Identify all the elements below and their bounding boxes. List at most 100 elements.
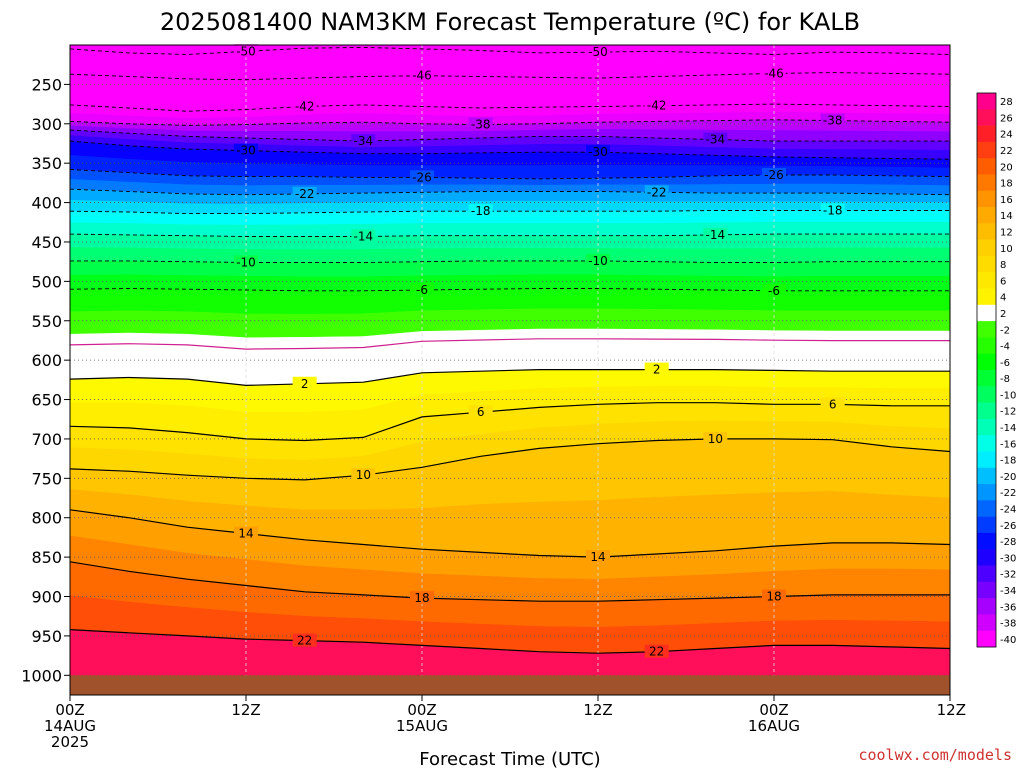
colorbar-label: 12: [1000, 228, 1013, 239]
colorbar-swatch: [977, 484, 996, 501]
contour-label-bg: [586, 253, 610, 267]
colorbar-swatch: [977, 93, 996, 110]
colorbar-label: -30: [1000, 553, 1016, 564]
contour-label: 22: [297, 634, 312, 648]
colorbar-label: -6: [1000, 358, 1010, 369]
colorbar-label: -18: [1000, 456, 1016, 467]
x-tick-label: 00Z: [759, 701, 788, 719]
contour-label-bg: [468, 204, 493, 218]
contour-label: -26: [764, 168, 784, 182]
colorbar-label: 20: [1000, 162, 1013, 173]
temperature-band: [70, 274, 950, 292]
colorbar-swatch: [977, 402, 996, 420]
colorbar-label: -16: [1000, 439, 1016, 450]
isotherm-line: [70, 509, 950, 558]
colorbar-swatch: [977, 272, 996, 289]
colorbar-swatch: [977, 516, 996, 534]
contour-label-bg: [468, 405, 493, 419]
chart-title: 2025081400 NAM3KM Forecast Temperature (…: [160, 8, 860, 36]
colorbar-swatch: [977, 223, 996, 240]
temperature-band: [70, 260, 950, 277]
colorbar-swatch: [977, 370, 996, 387]
y-tick-label: 900: [31, 588, 62, 607]
colorbar-label: -28: [1000, 537, 1016, 548]
x-tick-label: 2025: [51, 733, 89, 751]
contour-label-bg: [351, 468, 376, 482]
colorbar-swatch: [977, 549, 996, 566]
colorbar-swatch: [977, 581, 996, 599]
contour-label: -50: [236, 44, 256, 58]
x-tick-label: 00Z: [407, 701, 436, 719]
contour-label-bg: [703, 431, 728, 445]
contour-label-bg: [292, 376, 317, 390]
contour-label: 18: [766, 590, 781, 604]
colorbar-label: 16: [1000, 195, 1013, 206]
contour-label: 6: [477, 405, 485, 419]
y-tick-label: 700: [31, 430, 62, 449]
contour-label: -10: [588, 254, 608, 268]
y-tick-label: 950: [31, 627, 62, 646]
colorbar-label: -24: [1000, 505, 1016, 516]
colorbar-label: 24: [1000, 130, 1013, 141]
x-tick-label: 14AUG: [44, 717, 96, 735]
isotherm-line: [70, 629, 950, 654]
temperature-band: [70, 247, 950, 263]
colorbar-swatch: [977, 304, 996, 322]
y-tick-label: 300: [31, 115, 62, 134]
contour-label: -42: [647, 99, 667, 113]
contour-label-bg: [586, 45, 610, 59]
contour-label: -22: [647, 185, 667, 199]
contour-label-bg: [351, 229, 376, 243]
isotherm-line: [70, 369, 950, 387]
colorbar-swatch: [977, 207, 996, 224]
contour-label: -30: [236, 144, 256, 158]
colorbar-label: -14: [1000, 423, 1016, 434]
y-tick-label: 1000: [21, 666, 62, 685]
colorbar-label: 22: [1000, 146, 1013, 157]
colorbar-swatch: [977, 288, 996, 306]
colorbar-label: -38: [1000, 619, 1016, 630]
contour-label-bg: [234, 44, 258, 58]
y-tick-label: 250: [31, 75, 62, 94]
contour-label-bg: [762, 168, 786, 181]
colorbar-swatch: [977, 158, 996, 175]
colorbar-swatch: [977, 451, 996, 469]
contour-label-bg: [234, 255, 258, 269]
contour-label-bg: [644, 644, 669, 658]
contour-label: -6: [416, 283, 428, 297]
y-tick-label: 850: [31, 548, 62, 567]
contour-label-bg: [468, 117, 493, 131]
contour-label: -6: [768, 284, 780, 298]
ground-fill: [70, 675, 950, 695]
x-tick-label: 12Z: [937, 701, 966, 719]
contour-label: -14: [354, 229, 374, 243]
contour-label: 14: [590, 550, 605, 564]
colorbar-swatch: [977, 239, 996, 257]
contour-label-bg: [762, 66, 786, 80]
y-tick-label: 650: [31, 391, 62, 410]
isotherm-line: [70, 402, 950, 442]
contour-label-bg: [410, 170, 434, 184]
contour-label: 2: [301, 377, 309, 391]
colorbar-label: -10: [1000, 390, 1016, 401]
colorbar-label: 18: [1000, 179, 1013, 190]
contour-label: -22: [295, 187, 315, 201]
colorbar-label: -36: [1000, 602, 1016, 613]
y-tick-label: 350: [31, 154, 62, 173]
colorbar-label: 14: [1000, 211, 1013, 222]
contour-label: -46: [412, 69, 432, 83]
colorbar-label: -12: [1000, 407, 1016, 418]
colorbar-label: 6: [1000, 276, 1006, 287]
colorbar-label: -26: [1000, 521, 1016, 532]
colorbar-label: -32: [1000, 570, 1016, 581]
colorbar-swatch: [977, 337, 996, 355]
contour-label: 2: [653, 363, 661, 377]
contour-label: 14: [238, 526, 253, 540]
colorbar-label: -22: [1000, 488, 1016, 499]
contour-label-bg: [292, 99, 317, 113]
freezing-level-line: [70, 338, 950, 350]
colorbar-swatch: [977, 255, 996, 273]
contour-label: -18: [823, 203, 843, 217]
